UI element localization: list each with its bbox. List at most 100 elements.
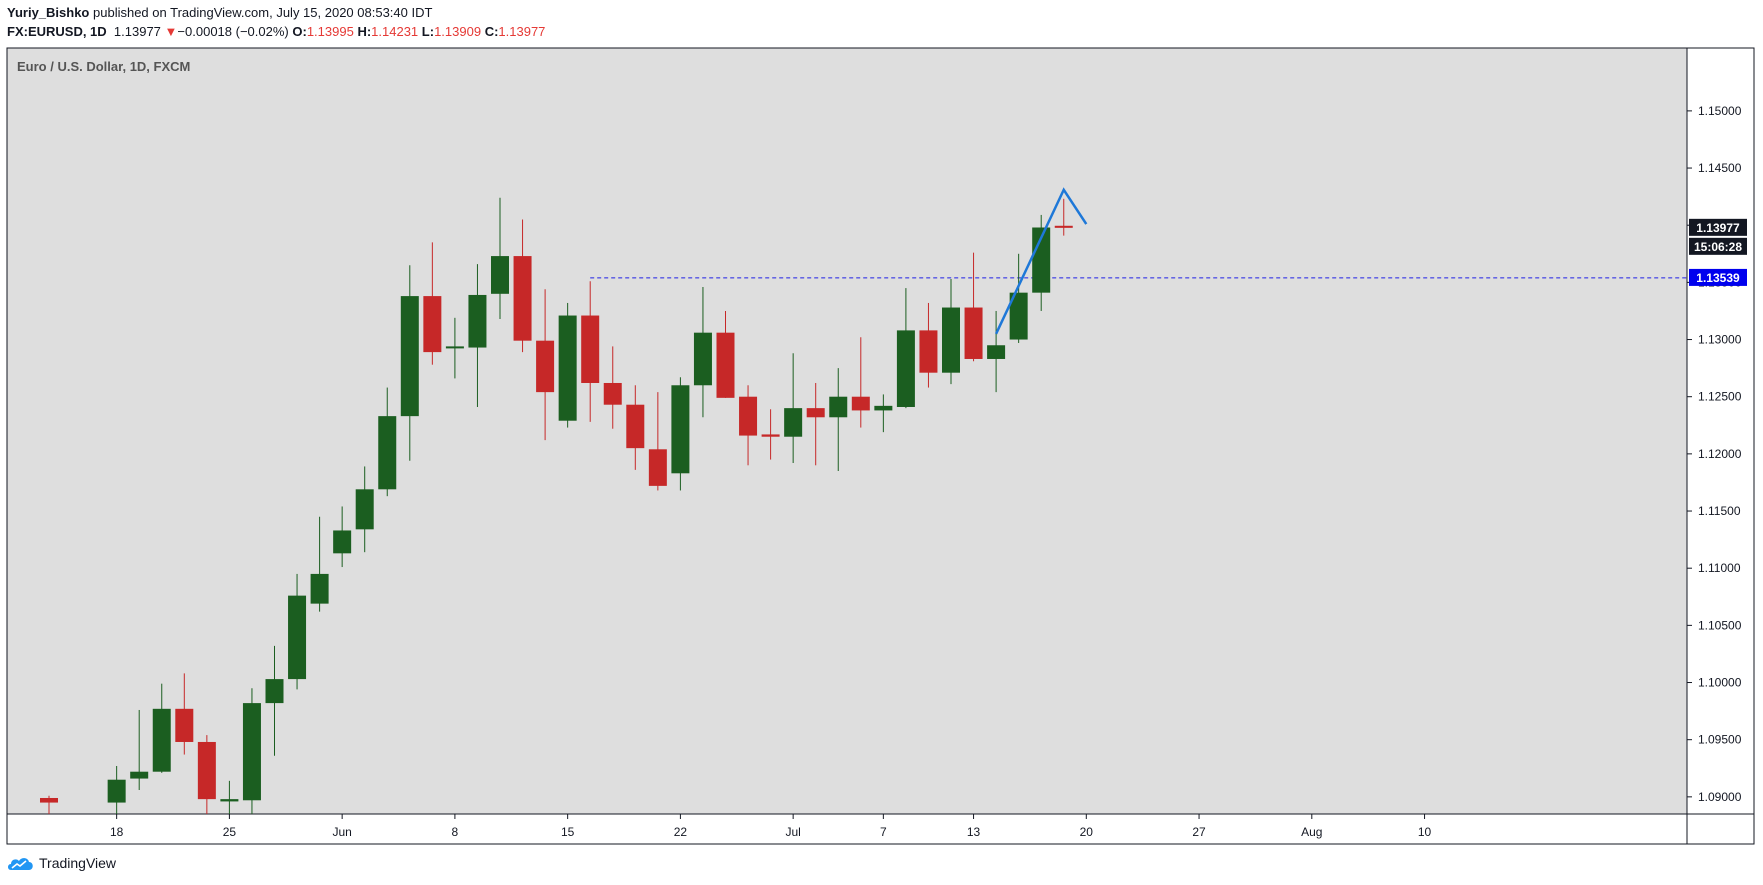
candle (784, 353, 803, 464)
y-tick-label: 1.15000 (1698, 104, 1742, 118)
countdown-badge (1689, 237, 1747, 255)
y-tick-label: 1.12500 (1698, 390, 1742, 404)
published-text: published on TradingView.com, July 15, 2… (93, 5, 433, 20)
y-tick-label: 1.13000 (1698, 333, 1742, 347)
price-change: −0.00018 (−0.02%) (177, 24, 289, 39)
candle-body (874, 405, 893, 411)
chart-title: Euro / U.S. Dollar, 1D, FXCM (17, 59, 190, 74)
candle-body (829, 396, 848, 418)
x-tick-label: 25 (223, 825, 237, 839)
y-tick-label: 1.10500 (1698, 618, 1742, 632)
candle (829, 368, 848, 472)
candle-body (964, 307, 983, 359)
candles (40, 197, 1073, 814)
candle-body (851, 396, 870, 411)
trend-line[interactable] (994, 187, 1088, 335)
low-value: 1.13909 (434, 24, 482, 39)
countdown-label: 15:06:28 (1694, 240, 1742, 254)
price-chart[interactable]: Euro / U.S. Dollar, 1D, FXCM 1.15000 1.14… (0, 0, 1763, 845)
candle (400, 265, 419, 461)
low-label: L: (421, 24, 435, 39)
candle (761, 409, 780, 460)
chart-frame (6, 47, 1755, 845)
x-tick-label: 13 (967, 825, 981, 839)
candle-body (919, 330, 938, 373)
candle (716, 310, 735, 398)
x-tick-label: 27 (1192, 825, 1206, 839)
candle (964, 252, 983, 362)
footer-brand[interactable]: TradingView (39, 855, 117, 871)
candle (626, 385, 645, 470)
candle-body (806, 408, 825, 418)
candle (806, 382, 825, 466)
high-label: H: (357, 24, 372, 39)
candle (152, 683, 171, 773)
candle (491, 197, 509, 319)
candle-body (197, 741, 216, 800)
candle (130, 709, 149, 790)
candle (648, 392, 667, 491)
candle-body (130, 771, 149, 779)
close-label: C: (484, 24, 499, 39)
candle-body (784, 408, 803, 437)
candle-body (1032, 227, 1051, 293)
price-labels: 1.13977 15:06:28 1.13539 (1689, 218, 1747, 286)
candle-body (310, 573, 329, 604)
open-value: 1.13995 (306, 24, 354, 39)
footer: TradingView (7, 855, 116, 871)
candle (242, 688, 261, 814)
x-tick-label: Jun (332, 825, 351, 839)
candle-body (648, 449, 667, 486)
x-tick-label: 22 (674, 825, 688, 839)
candle-body (400, 296, 419, 417)
candle (378, 387, 397, 497)
y-tick-label: 1.12000 (1698, 447, 1742, 461)
candle (942, 278, 960, 385)
candle-body (175, 708, 194, 742)
candle (40, 795, 58, 814)
candle (220, 780, 239, 814)
candle (693, 286, 712, 418)
candle (310, 516, 329, 612)
price-axis[interactable]: 1.150001.145001.140001.135001.130001.125… (1687, 104, 1742, 804)
candle-body (693, 332, 712, 386)
candle (987, 310, 1006, 393)
y-tick-label: 1.09500 (1698, 733, 1742, 747)
hline-price-label: 1.13539 (1696, 271, 1740, 285)
candle (265, 645, 284, 756)
open-label: O: (292, 24, 307, 39)
y-tick-label: 1.14500 (1698, 161, 1742, 175)
candle-body (445, 346, 464, 349)
candle-body (626, 404, 645, 449)
x-tick-label: 7 (880, 825, 887, 839)
x-tick-label: Jul (785, 825, 800, 839)
x-tick-label: 18 (110, 825, 124, 839)
candle-body (152, 708, 171, 772)
author-name[interactable]: Yuriy_Bishko (7, 5, 90, 20)
candle-body (220, 799, 239, 802)
hline-price-badge (1689, 268, 1747, 286)
candle-body (40, 797, 58, 803)
time-axis[interactable]: 18 25 Jun 8 15 22 Jul 7 13 20 27 Aug 10 (110, 814, 1432, 839)
candle-body (1009, 292, 1028, 340)
candle (581, 281, 600, 422)
candle (558, 302, 577, 428)
candle (874, 394, 893, 433)
plot-background (7, 48, 1687, 814)
candle (355, 466, 374, 553)
candle (739, 385, 758, 466)
symbol-label: FX:EURUSD, 1D (7, 24, 107, 39)
candle (603, 346, 622, 429)
publish-info: Yuriy_Bishko published on TradingView.co… (7, 5, 432, 20)
x-tick-label: 10 (1418, 825, 1432, 839)
candle-body (603, 382, 622, 405)
y-tick-label: 1.11000 (1698, 561, 1741, 575)
candle-body (671, 385, 690, 474)
last-price-badge (1689, 218, 1747, 236)
candle (423, 242, 442, 365)
last-price-label: 1.13977 (1696, 221, 1740, 235)
last-price: 1.13977 (113, 24, 161, 39)
candle (536, 289, 555, 441)
symbol-info: FX:EURUSD, 1D 1.13977 ▼−0.00018 (−0.02%)… (7, 24, 545, 39)
x-tick-label: Aug (1301, 825, 1322, 839)
